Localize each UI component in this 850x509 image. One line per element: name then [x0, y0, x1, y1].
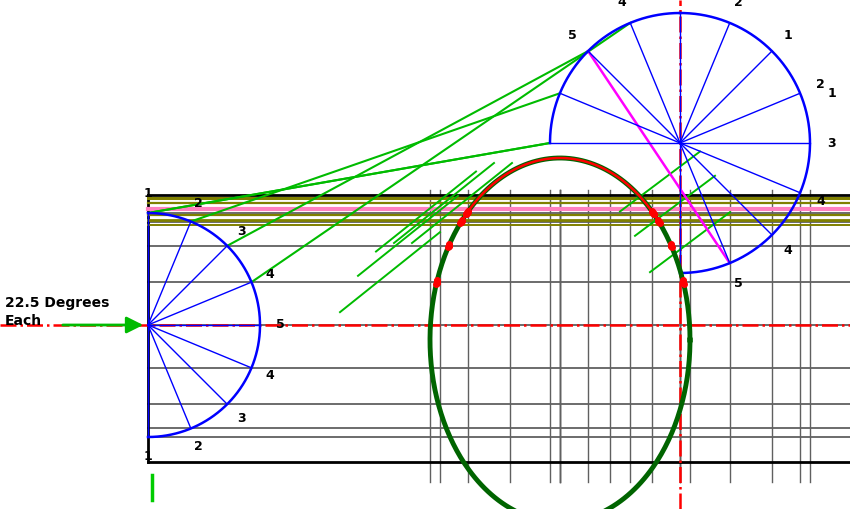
- Text: 4: 4: [617, 0, 626, 9]
- Text: 1: 1: [144, 450, 152, 464]
- Text: 3: 3: [828, 136, 836, 150]
- Text: 1: 1: [783, 29, 792, 42]
- Text: 4: 4: [265, 268, 275, 281]
- Text: 5: 5: [734, 277, 743, 290]
- Text: 2: 2: [194, 196, 203, 210]
- Text: 1: 1: [144, 186, 152, 200]
- Text: 4: 4: [816, 194, 824, 208]
- Text: 4: 4: [783, 244, 792, 257]
- Text: 5: 5: [275, 319, 285, 331]
- Text: 22.5 Degrees: 22.5 Degrees: [5, 296, 110, 310]
- Text: 3: 3: [237, 225, 246, 238]
- Text: 2: 2: [816, 78, 824, 91]
- Text: 1: 1: [828, 87, 836, 100]
- Text: 2: 2: [194, 440, 203, 454]
- Text: 5: 5: [568, 29, 577, 42]
- Text: 4: 4: [265, 369, 275, 382]
- Text: Each: Each: [5, 314, 43, 328]
- Text: 3: 3: [237, 412, 246, 425]
- Text: 2: 2: [734, 0, 743, 9]
